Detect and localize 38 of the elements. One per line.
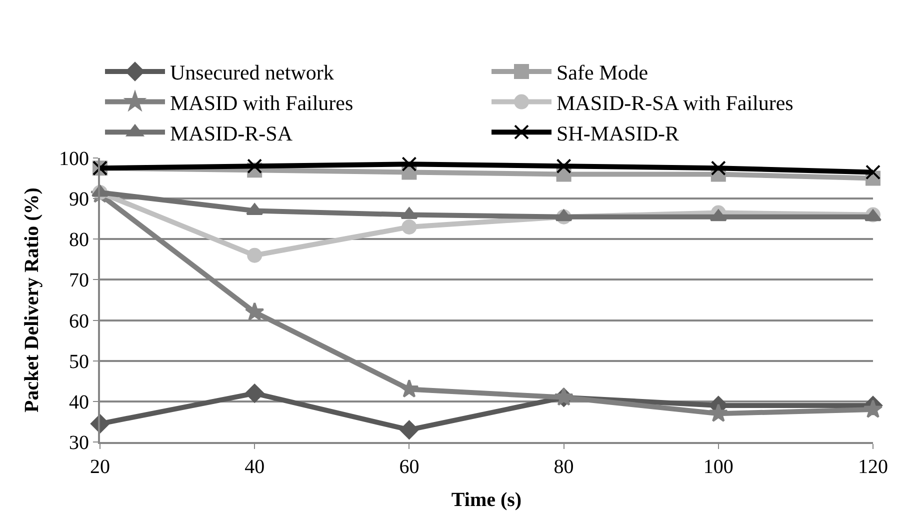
legend-label: Unsecured network: [170, 60, 334, 85]
legend-label: SH-MASID-R: [556, 121, 680, 146]
legend-label: MASID with Failures: [170, 90, 354, 115]
x-tick-label: 20: [90, 456, 110, 478]
point: [556, 158, 572, 174]
x-tick-label: 60: [399, 456, 420, 478]
y-tick-label: 80: [69, 229, 89, 252]
point: [710, 209, 727, 222]
point: [402, 219, 417, 234]
y-tick-label: 40: [69, 391, 89, 414]
point: [866, 164, 880, 180]
legend-label: MASID-R-SA with Failures: [556, 90, 794, 115]
y-tick-label: 90: [69, 188, 89, 211]
point: [247, 248, 262, 263]
legend-label: Safe Mode: [556, 60, 648, 85]
y-tick-label: 50: [69, 350, 89, 373]
point: [244, 302, 264, 321]
point: [710, 160, 726, 176]
legend-label: MASID-R-SA: [170, 121, 294, 146]
point: [863, 399, 883, 418]
point: [708, 404, 728, 422]
x-tick-label: 100: [703, 456, 734, 478]
point: [247, 158, 262, 174]
x-tick-label: 120: [858, 456, 888, 478]
x-tick-label: 80: [554, 456, 574, 478]
y-tick-label: 60: [69, 310, 89, 332]
point: [402, 156, 417, 172]
point: [400, 207, 418, 220]
point: [245, 384, 264, 403]
y-tick-label: 30: [69, 432, 89, 454]
x-tick-label: 40: [244, 456, 265, 478]
point: [400, 420, 419, 440]
point: [400, 379, 419, 398]
y-tick-label: 70: [69, 270, 89, 292]
point: [555, 209, 572, 222]
y-axis-title: Packet Delivery Ratio (%): [21, 188, 43, 412]
y-tick-label: 100: [59, 148, 89, 170]
x-axis-title: Time (s): [451, 489, 522, 511]
